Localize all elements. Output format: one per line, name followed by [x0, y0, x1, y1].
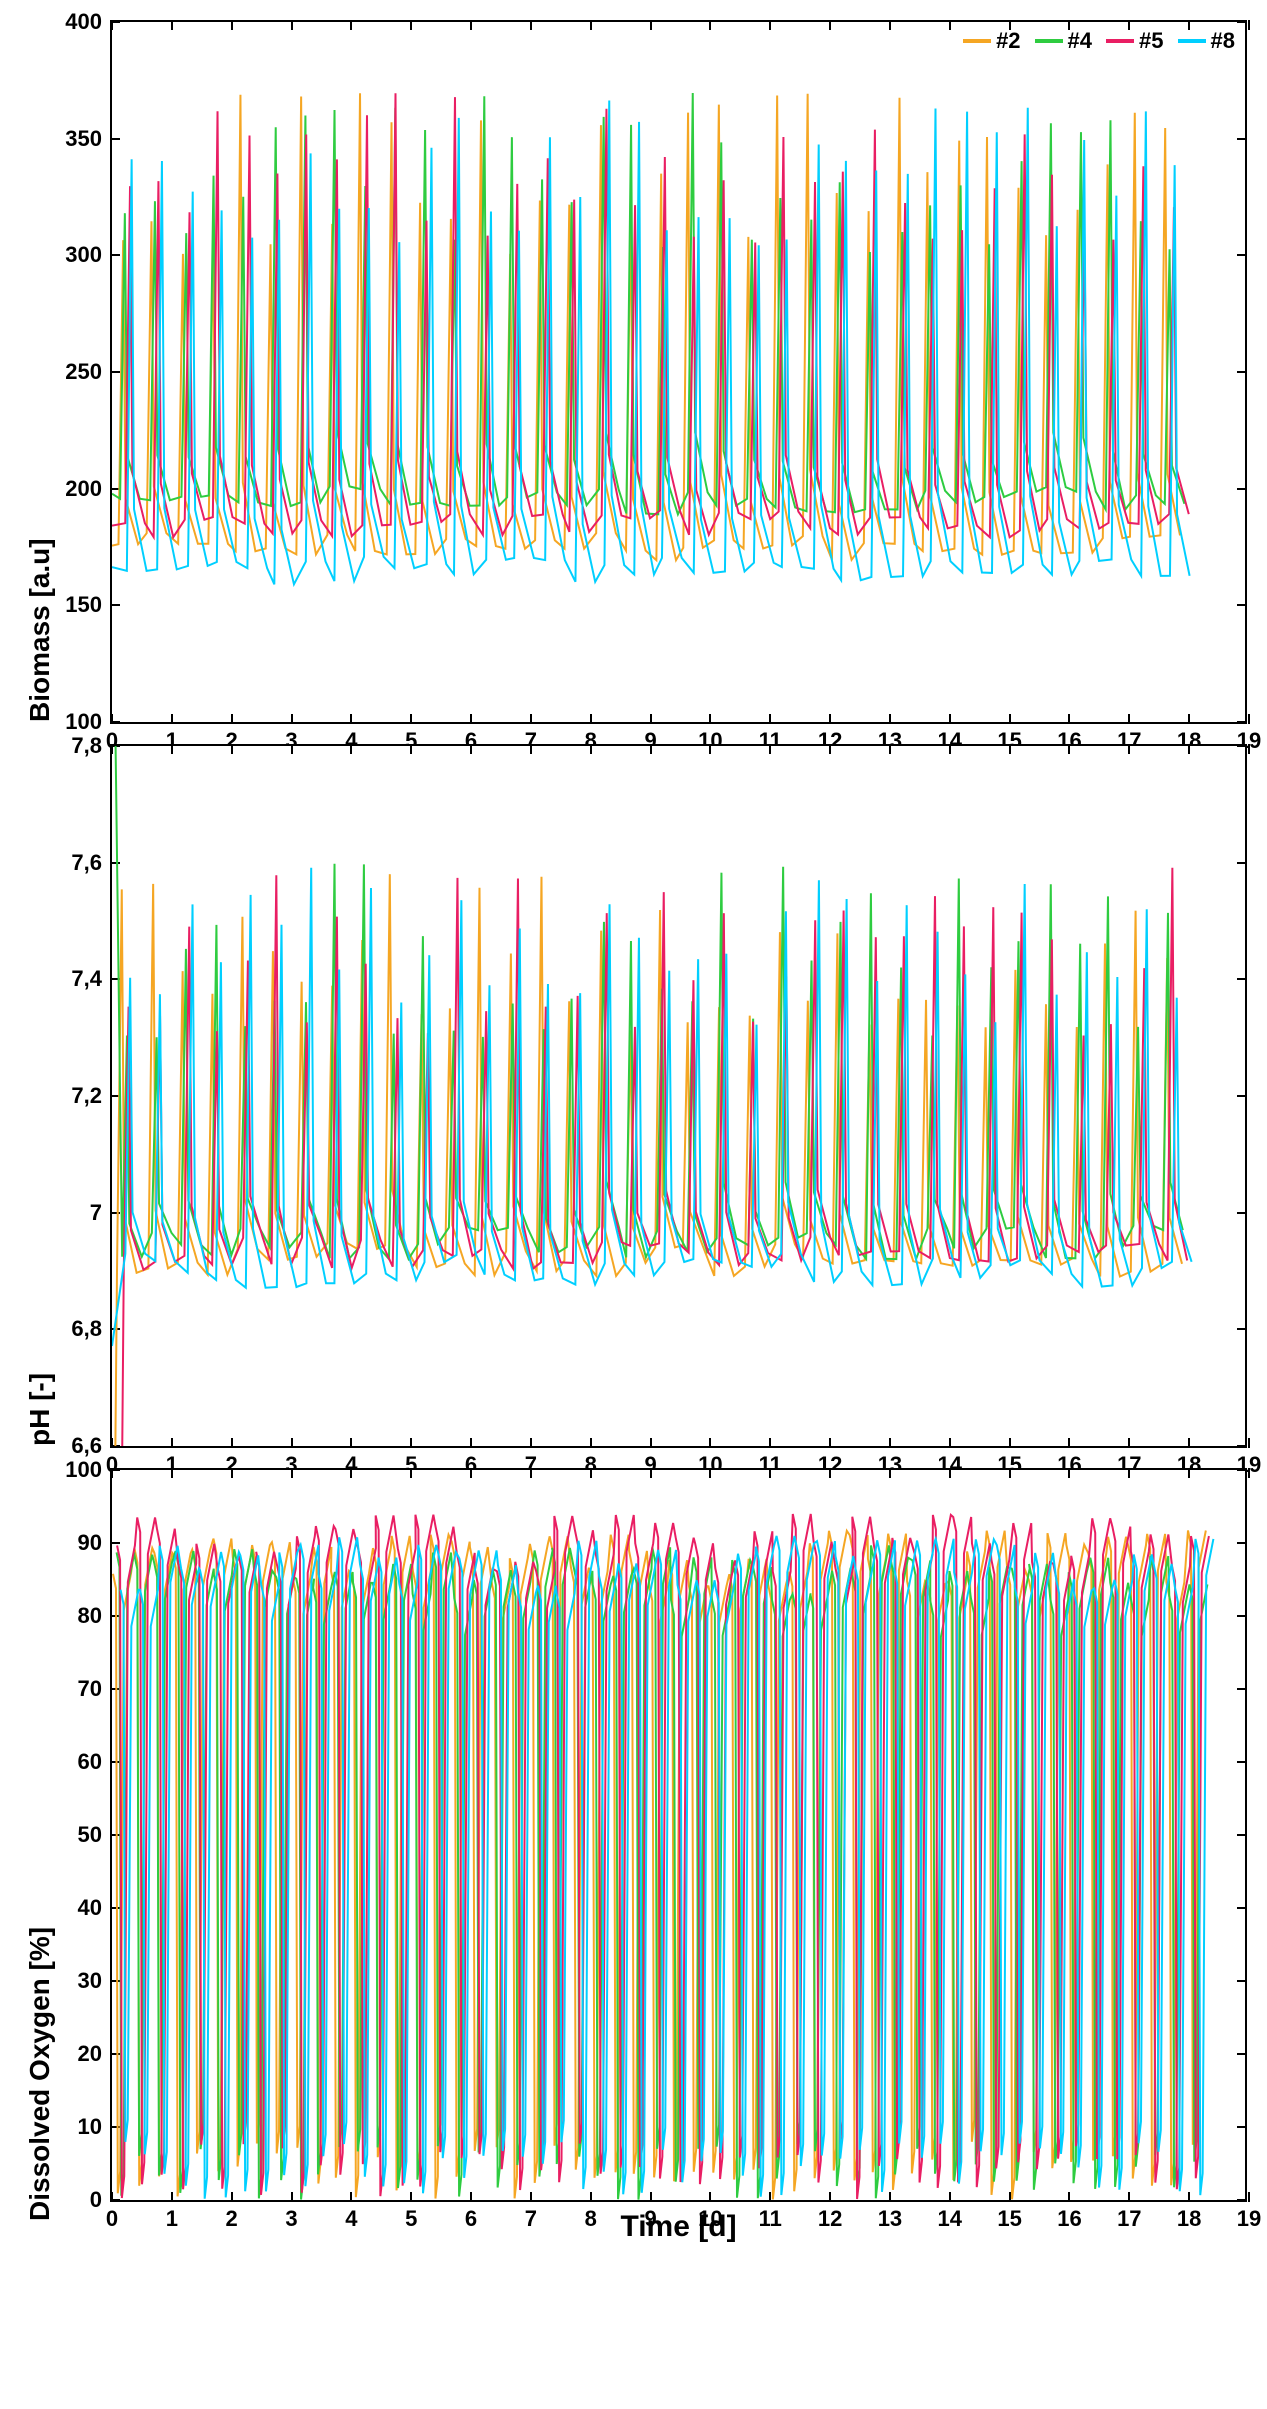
xtick-label: 3: [285, 2200, 297, 2232]
ytick-label: 40: [78, 1895, 112, 1921]
figure-container: Biomass [a.u] 100150200250300350400012345…: [20, 20, 1247, 2244]
ylabel-biomass: Biomass [a.u]: [24, 22, 56, 722]
xtick-label: 12: [818, 2200, 842, 2232]
ytick-label: 7,4: [71, 966, 112, 992]
ytick-label: 90: [78, 1530, 112, 1556]
ytick-label: 80: [78, 1603, 112, 1629]
xtick-label: 16: [1057, 2200, 1081, 2232]
plot-biomass: 1001502002503003504000123456789101112131…: [110, 20, 1247, 724]
plot-ph: 6,66,877,27,47,67,8012345678910111213141…: [110, 744, 1247, 1448]
xtick-label: 11: [759, 2200, 782, 2232]
xtick-label: 4: [345, 2200, 357, 2232]
legend-swatch: [963, 39, 991, 43]
legend-item: #2: [963, 28, 1020, 54]
xtick-label: 8: [585, 2200, 597, 2232]
legend-label: #4: [1068, 28, 1092, 54]
xtick-label: 1: [166, 2200, 178, 2232]
chart-svg-do: [112, 1470, 1245, 2200]
xtick-label: 19: [1237, 2200, 1261, 2232]
ylabel-do: Dissolved Oxygen [%]: [24, 1491, 56, 2221]
legend-swatch: [1178, 39, 1206, 43]
ytick-label: 7,8: [71, 733, 112, 759]
ytick-label: 100: [65, 1457, 112, 1483]
xtick-label: 6: [465, 2200, 477, 2232]
legend-swatch: [1106, 39, 1134, 43]
xtick-label: 18: [1177, 2200, 1201, 2232]
ytick-label: 400: [65, 9, 112, 35]
legend-item: #8: [1178, 28, 1235, 54]
legend-item: #5: [1106, 28, 1163, 54]
xtick-label: 2: [226, 2200, 238, 2232]
ylabel-ph: pH [-]: [24, 746, 56, 1446]
panel-biomass: Biomass [a.u] 100150200250300350400012345…: [20, 20, 1247, 724]
xtick-label: 5: [405, 2200, 417, 2232]
ytick-label: 7: [90, 1200, 112, 1226]
xtick-label: 17: [1117, 2200, 1141, 2232]
xtick-label: 7: [525, 2200, 537, 2232]
ytick-label: 7,6: [71, 850, 112, 876]
xtick-label: 10: [698, 2200, 722, 2232]
chart-svg-biomass: [112, 22, 1245, 722]
ytick-label: 6,8: [71, 1316, 112, 1342]
ytick-label: 60: [78, 1749, 112, 1775]
ytick-label: 300: [65, 242, 112, 268]
ytick-label: 50: [78, 1822, 112, 1848]
ytick-label: 250: [65, 359, 112, 385]
ytick-label: 30: [78, 1968, 112, 1994]
ytick-label: 150: [65, 592, 112, 618]
panel-do: Dissolved Oxygen [%]01020304050607080901…: [20, 1468, 1247, 2244]
xtick-label: 15: [997, 2200, 1021, 2232]
ytick-label: 10: [78, 2114, 112, 2140]
xtick-label: 13: [878, 2200, 902, 2232]
legend-item: #4: [1035, 28, 1092, 54]
legend: #2 #4 #5 #8: [963, 28, 1235, 54]
plot-do: 0102030405060708090100012345678910111213…: [110, 1468, 1247, 2202]
legend-label: #2: [996, 28, 1020, 54]
xtick-label: 14: [938, 2200, 962, 2232]
ytick-label: 70: [78, 1676, 112, 1702]
chart-svg-ph: [112, 746, 1245, 1446]
ytick-label: 350: [65, 126, 112, 152]
xtick-label: 9: [644, 2200, 656, 2232]
legend-label: #5: [1139, 28, 1163, 54]
panel-ph: pH [-] 6,66,877,27,47,67,8012345678910111…: [20, 744, 1247, 1448]
xtick-label: 0: [106, 2200, 118, 2232]
ytick-label: 7,2: [71, 1083, 112, 1109]
ytick-label: 200: [65, 476, 112, 502]
legend-swatch: [1035, 39, 1063, 43]
legend-label: #8: [1211, 28, 1235, 54]
ytick-label: 20: [78, 2041, 112, 2067]
